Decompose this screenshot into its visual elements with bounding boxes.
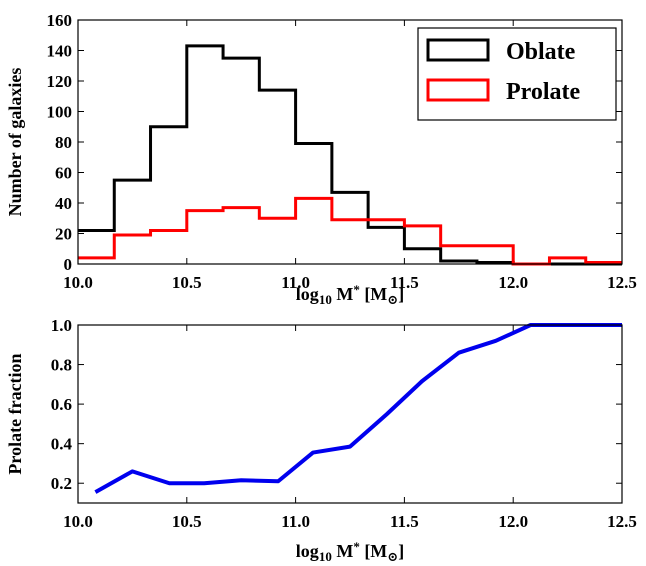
top-y-tick-label: 120 <box>47 72 73 91</box>
top-x-tick-label: 12.0 <box>498 273 528 292</box>
bottom-y-axis-label: Prolate fraction <box>5 353 25 474</box>
top-x-tick-label: 10.5 <box>172 273 202 292</box>
bottom-y-tick-label: 0.4 <box>51 435 73 454</box>
top-y-tick-label: 20 <box>55 225 72 244</box>
top-y-tick-label: 140 <box>47 42 73 61</box>
bottom-y-tick-label: 0.6 <box>51 395 72 414</box>
histogram-panel: 10.0 10.5 11.0 11.5 12.0 12.5 0 20 40 60 80 100 120 1… <box>5 11 637 307</box>
legend-box <box>417 27 617 121</box>
top-y-axis-label: Number of galaxies <box>5 68 25 217</box>
top-x-tick-label: 12.5 <box>607 273 637 292</box>
legend-label-oblate: Oblate <box>506 39 576 65</box>
prolate-fraction-panel: 10.0 10.5 11.0 11.5 12.0 12.5 0.2 0.4 0.6 0.8 1.0 l… <box>5 316 637 564</box>
top-y-tick-label: 0 <box>64 255 73 274</box>
bottom-y-tick-label: 1.0 <box>51 316 72 335</box>
bottom-plot-frame <box>77 324 623 504</box>
bottom-x-tick-label: 12.0 <box>498 512 528 531</box>
legend-swatch-oblate <box>426 38 490 62</box>
top-x-tick-label: 11.0 <box>281 273 310 292</box>
top-plot-frame <box>77 19 623 265</box>
bottom-x-tick-label: 12.5 <box>607 512 637 531</box>
top-x-tick-label: 11.5 <box>390 273 419 292</box>
bottom-x-axis-label: log10 M* [M⊙] <box>296 539 404 564</box>
bottom-x-tick-label: 11.5 <box>390 512 419 531</box>
top-y-tick-label: 40 <box>55 194 72 213</box>
top-y-tick-label: 160 <box>47 11 73 30</box>
top-y-tick-label: 100 <box>47 103 73 122</box>
bottom-x-tick-label: 11.0 <box>281 512 310 531</box>
top-y-tick-label: 80 <box>55 133 72 152</box>
histogram-series-prolate <box>78 196 622 266</box>
legend-label-prolate: Prolate <box>506 79 581 105</box>
bottom-y-tick-label: 0.8 <box>51 356 72 375</box>
bottom-x-tick-label: 10.5 <box>172 512 202 531</box>
prolate-fraction-line <box>94 323 622 494</box>
bottom-x-tick-label: 10.0 <box>63 512 93 531</box>
top-y-tick-label: 60 <box>55 164 72 183</box>
legend-swatch-prolate <box>426 78 490 102</box>
histogram-series-oblate <box>78 44 622 266</box>
top-x-tick-label: 10.0 <box>63 273 93 292</box>
bottom-y-tick-label: 0.2 <box>51 474 72 493</box>
top-x-axis-label: log10 M* [M⊙] <box>296 282 404 307</box>
